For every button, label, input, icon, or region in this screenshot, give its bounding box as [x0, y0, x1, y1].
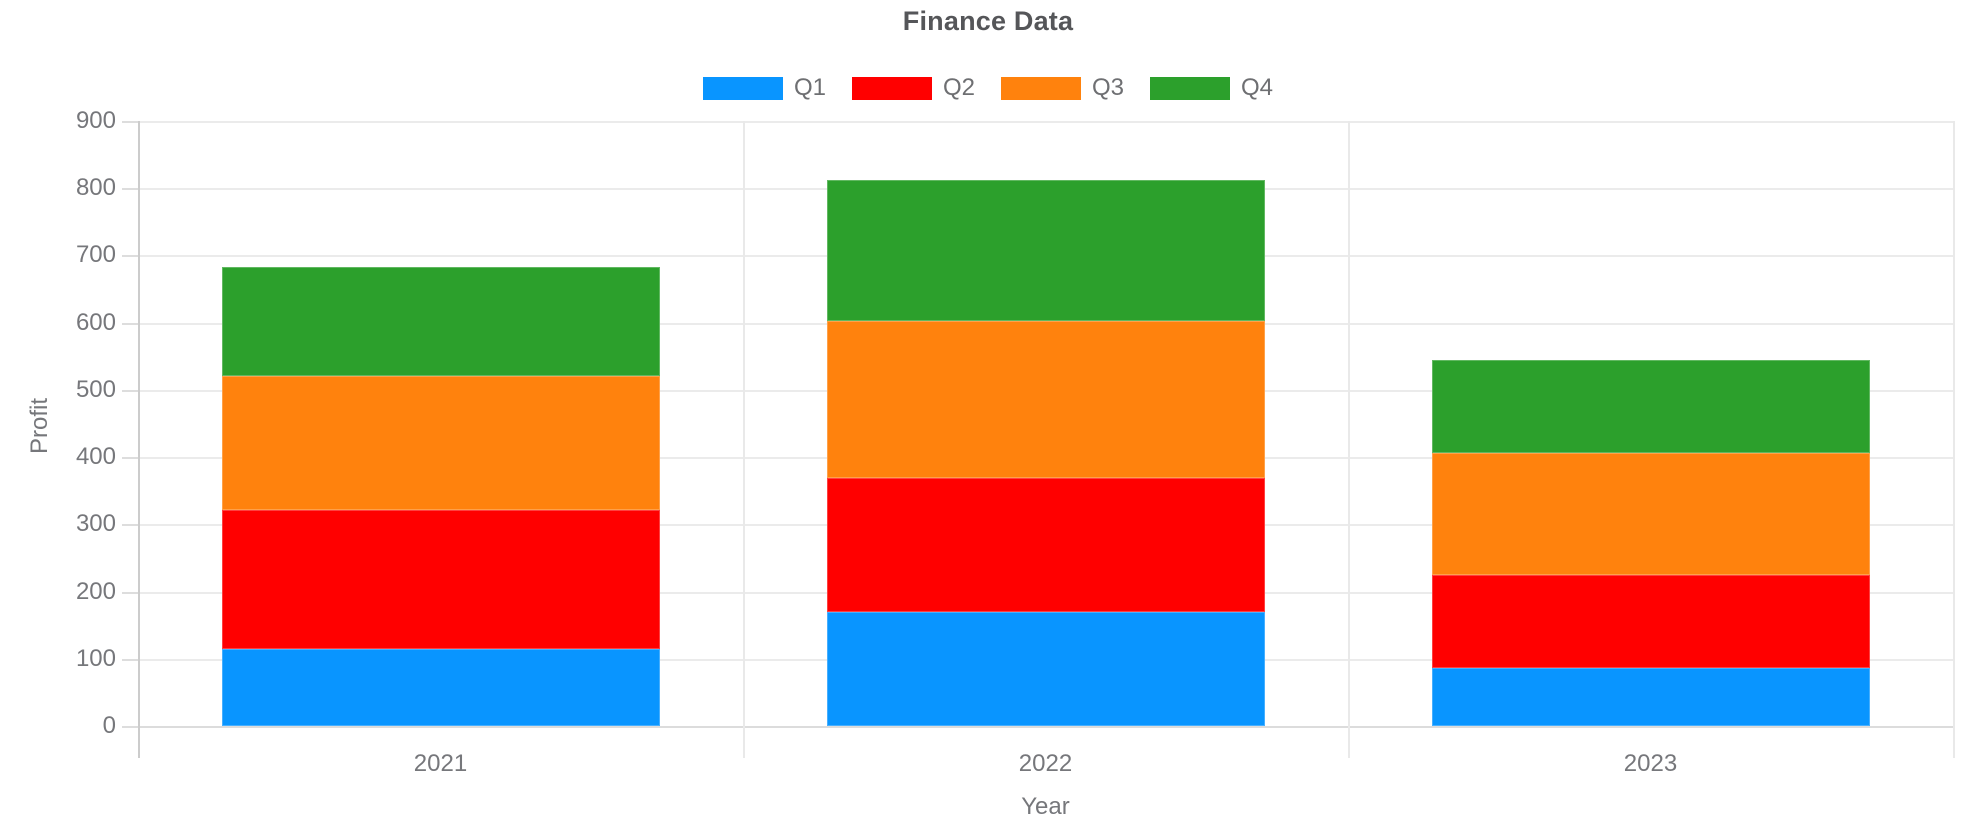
legend-swatch-q2 [851, 76, 932, 100]
x-tick-label-2021: 2021 [413, 750, 468, 777]
y-tick-mark [122, 121, 138, 123]
y-tick-mark [122, 188, 138, 191]
y-axis-line [138, 121, 140, 758]
y-tick-mark [122, 322, 138, 325]
y-tick-label: 600 [75, 308, 116, 336]
legend-item-q4[interactable]: Q4 [1150, 74, 1273, 102]
bar-segment-2023-q1[interactable] [1431, 668, 1870, 726]
bar-segment-2022-q2[interactable] [826, 478, 1265, 612]
y-tick-mark [122, 658, 138, 661]
y-tick-label: 700 [75, 241, 116, 269]
gridline-y-0 [138, 726, 1953, 728]
gridline-x [743, 121, 745, 758]
legend-swatch-q3 [1001, 76, 1081, 100]
legend-swatch-q4 [1150, 76, 1231, 100]
y-tick-mark [122, 591, 138, 594]
legend-swatch-q1 [702, 76, 783, 100]
bar-segment-2021-q3[interactable] [221, 375, 660, 511]
chart-title: Finance Data [902, 6, 1074, 36]
y-tick-label: 500 [75, 375, 116, 403]
legend: Q1 Q2 Q3 Q4 [0, 74, 1976, 102]
bar-segment-2022-q3[interactable] [826, 321, 1265, 478]
bar-segment-2023-q2[interactable] [1431, 575, 1870, 669]
y-tick-label: 100 [75, 644, 116, 672]
x-axis-title: Year [1021, 793, 1070, 820]
legend-item-q2[interactable]: Q2 [851, 74, 975, 102]
y-tick-mark [122, 389, 138, 392]
bar-segment-2021-q2[interactable] [221, 510, 660, 650]
x-tick-label-2022: 2022 [1018, 750, 1073, 777]
legend-item-q1[interactable]: Q1 [702, 74, 826, 102]
y-tick-label: 200 [75, 577, 116, 605]
legend-label: Q2 [942, 74, 975, 101]
legend-label: Q3 [1092, 74, 1125, 101]
bar-segment-2021-q1[interactable] [221, 649, 660, 726]
y-tick-label: 0 [102, 712, 116, 739]
x-tick-label-2023: 2023 [1623, 750, 1678, 777]
y-tick-label: 800 [75, 174, 116, 202]
gridline-y-900 [138, 121, 1953, 123]
legend-label: Q1 [793, 74, 826, 101]
plot-area [138, 121, 1955, 758]
y-tick-mark [122, 457, 138, 460]
y-tick-label: 300 [75, 510, 116, 538]
bar-segment-2022-q4[interactable] [826, 180, 1265, 322]
legend-label: Q4 [1241, 74, 1274, 101]
bar-segment-2023-q3[interactable] [1431, 453, 1870, 576]
legend-item-q3[interactable]: Q3 [1001, 74, 1124, 102]
bar-segment-2021-q4[interactable] [221, 266, 660, 376]
y-tick-mark [122, 726, 138, 728]
y-tick-label: 400 [75, 443, 116, 471]
bar-segment-2023-q4[interactable] [1431, 359, 1870, 453]
gridline-x [1953, 121, 1955, 758]
y-tick-mark [122, 255, 138, 258]
bar-segment-2022-q1[interactable] [826, 611, 1265, 726]
y-tick-label: 900 [75, 107, 116, 134]
gridline-x [1348, 121, 1350, 758]
y-tick-mark [122, 524, 138, 527]
